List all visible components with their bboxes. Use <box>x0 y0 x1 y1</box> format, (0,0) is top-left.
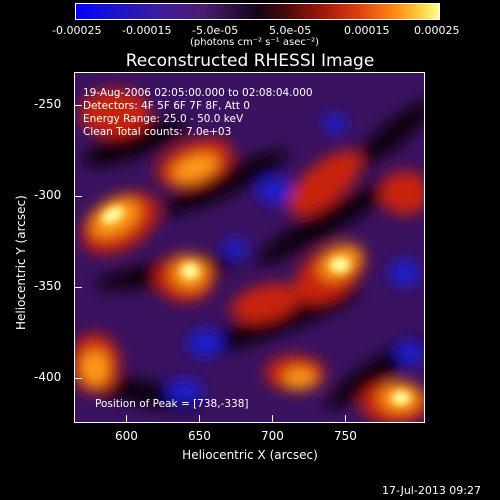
y-tick-label: -300 <box>34 188 62 202</box>
x-tick-label: 650 <box>188 429 211 443</box>
colorbar-tick: 0.00025 <box>414 24 460 37</box>
info-line: 19-Aug-2006 02:05:00.000 to 02:08:04.000 <box>83 87 313 99</box>
colorbar-tick: 0.00015 <box>344 24 390 37</box>
colorbar-tick: -5.0e-05 <box>192 24 239 37</box>
colorbar-tick: 5.0e-05 <box>269 24 312 37</box>
x-tick-label: 750 <box>334 429 357 443</box>
colorbar-tick: -0.00025 <box>52 24 102 37</box>
timestamp: 17-Jul-2013 09:27 <box>382 484 482 497</box>
y-tick-label: -350 <box>34 279 62 293</box>
info-line: Clean Total counts: 7.0e+03 <box>83 126 232 138</box>
x-axis-title: Heliocentric X (arcsec) <box>182 448 318 462</box>
x-tick-label: 700 <box>261 429 284 443</box>
colorbar-tick: -0.00015 <box>122 24 172 37</box>
y-axis-title: Heliocentric Y (arcsec) <box>14 195 28 330</box>
image-plot[interactable]: 19-Aug-2006 02:05:00.000 to 02:08:04.000… <box>74 72 425 423</box>
info-line: Energy Range: 25.0 - 50.0 keV <box>83 113 244 125</box>
y-tick-label: -400 <box>34 370 62 384</box>
plot-title: Reconstructed RHESSI Image <box>125 51 375 71</box>
peak-position-label: Position of Peak = [738,-338] <box>95 398 249 410</box>
colorbar <box>75 3 440 20</box>
rhessi-image <box>75 73 424 422</box>
x-tick-label: 600 <box>115 429 138 443</box>
info-text-block: 19-Aug-2006 02:05:00.000 to 02:08:04.000… <box>83 87 313 139</box>
y-tick-label: -250 <box>34 97 62 111</box>
colorbar-unit-label: (photons cm⁻² s⁻¹ asec⁻²) <box>190 37 320 48</box>
info-line: Detectors: 4F 5F 6F 7F 8F, Att 0 <box>83 100 250 112</box>
